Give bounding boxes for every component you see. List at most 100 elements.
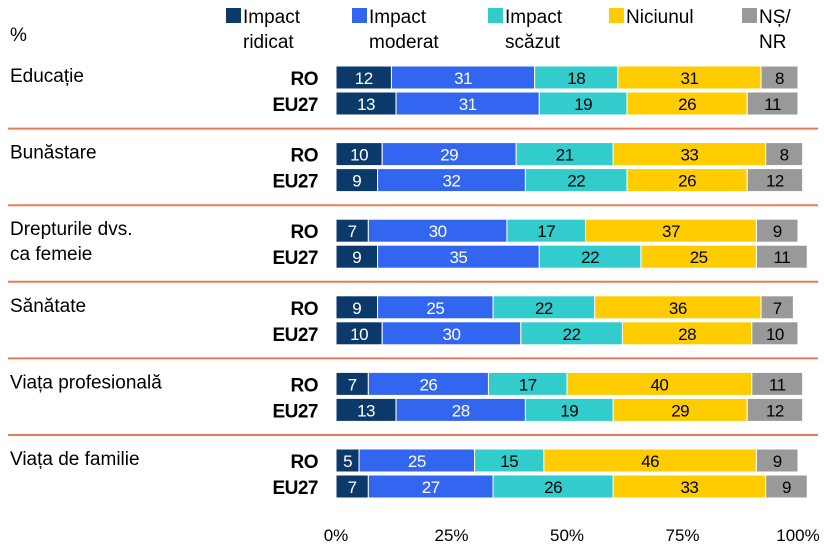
data-label: 25 — [426, 299, 444, 318]
chart-groups: Educație RO 12 31 18 31 8 EU27 13 31 19 26 11 Bunăsta… — [8, 65, 818, 499]
bar-row: EU27 10 30 22 28 10 — [272, 321, 799, 346]
category-label: Educație — [10, 66, 84, 87]
legend-item-dk: NȘ/NR — [742, 7, 791, 53]
data-label: 22 — [581, 248, 599, 267]
bar-row: EU27 13 28 19 29 12 — [272, 397, 804, 422]
data-label: 31 — [680, 69, 698, 88]
data-label: 7 — [348, 222, 357, 241]
legend-label: Impact — [505, 7, 563, 28]
data-label: 46 — [641, 452, 659, 471]
legend-swatch — [609, 8, 624, 23]
bar-row: RO 12 31 18 31 8 — [291, 65, 799, 90]
data-label: 31 — [454, 69, 472, 88]
legend-label: scăzut — [505, 32, 561, 53]
x-tick-label: 0% — [324, 526, 349, 545]
bar-segment-dk — [751, 321, 799, 346]
legend: Impact ridicat Impact moderat Impact scăzut Ni… — [226, 7, 791, 53]
bar-segment-dk — [765, 474, 808, 499]
data-label: 26 — [678, 172, 696, 191]
data-label: 12 — [766, 172, 784, 191]
data-label: 17 — [537, 222, 555, 241]
data-label: 8 — [780, 146, 789, 165]
data-label: 22 — [535, 299, 553, 318]
data-label: 9 — [352, 248, 361, 267]
data-label: 7 — [773, 299, 782, 318]
data-label: 22 — [563, 325, 581, 344]
bar-segment-dk — [755, 244, 808, 269]
data-label: 36 — [669, 299, 687, 318]
category-label: Bunăstare — [10, 143, 97, 164]
x-tick-label: 100% — [776, 526, 819, 545]
data-label: 32 — [443, 172, 461, 191]
group: Sănătate RO 9 25 22 36 7 EU27 10 30 22 28 10 — [8, 280, 818, 346]
bar-segment-dk — [746, 168, 804, 193]
category-label: Sănătate — [10, 296, 86, 317]
category-label: Drepturile dvs. — [10, 219, 133, 240]
bar-row: EU27 9 35 22 25 11 — [272, 244, 808, 269]
data-label: 26 — [419, 375, 437, 394]
bar-row: EU27 13 31 19 26 11 — [272, 91, 799, 116]
legend-label: Impact — [243, 7, 301, 28]
group: Educație RO 12 31 18 31 8 EU27 13 31 19 26 11 — [10, 65, 799, 116]
x-axis: 0% 25% 50% 75% 100% — [324, 526, 820, 545]
legend-item-moderate: Impact moderat — [352, 7, 439, 53]
data-label: 22 — [567, 172, 585, 191]
group: Bunăstare RO 10 29 21 33 8 EU27 9 32 22 26 12 — [8, 127, 818, 193]
data-label: 13 — [357, 95, 375, 114]
group: Viața de familie RO 5 25 15 46 9 EU27 7 27 26 33 9 — [8, 434, 818, 499]
legend-label: NR — [759, 32, 786, 53]
legend-item-low: Impact scăzut — [488, 7, 563, 53]
data-label: 27 — [422, 478, 440, 497]
x-tick-label: 25% — [434, 526, 468, 545]
legend-label: Niciunul — [626, 7, 694, 28]
bar-row: RO 7 26 17 40 11 — [291, 371, 804, 396]
data-label: 10 — [766, 325, 784, 344]
bar-segment-dk — [765, 142, 804, 167]
data-label: 21 — [556, 146, 574, 165]
data-label: 12 — [355, 69, 373, 88]
legend-item-high: Impact ridicat — [226, 7, 301, 53]
data-label: 30 — [443, 325, 461, 344]
data-label: 33 — [680, 146, 698, 165]
row-label: RO — [291, 222, 319, 243]
group: Drepturile dvs. ca femeie RO 7 30 17 37 9 EU27 9 3… — [8, 204, 818, 269]
data-label: 7 — [348, 478, 357, 497]
group: Viața profesională RO 7 26 17 40 11 EU27 13 28 19 2… — [8, 357, 818, 422]
data-label: 15 — [500, 452, 518, 471]
data-label: 9 — [773, 452, 782, 471]
data-label: 11 — [764, 95, 781, 114]
data-label: 9 — [782, 478, 791, 497]
data-label: 9 — [773, 222, 782, 241]
bar-segment-dk — [760, 295, 794, 320]
data-label: 31 — [459, 95, 477, 114]
data-label: 26 — [544, 478, 562, 497]
data-label: 9 — [352, 172, 361, 191]
row-label: EU27 — [272, 478, 318, 499]
data-label: 28 — [678, 325, 696, 344]
data-label: 29 — [440, 146, 458, 165]
row-label: EU27 — [272, 172, 318, 193]
legend-label: Impact — [369, 7, 427, 28]
data-label: 10 — [350, 325, 368, 344]
category-label: Viața profesională — [10, 372, 162, 393]
data-label: 25 — [408, 452, 426, 471]
row-label: EU27 — [272, 95, 318, 116]
data-label: 19 — [560, 401, 578, 420]
data-label: 13 — [357, 401, 375, 420]
data-label: 37 — [662, 222, 680, 241]
data-label: 33 — [680, 478, 698, 497]
bar-segment-dk — [746, 397, 804, 422]
bar-segment-dk — [755, 218, 799, 243]
unit-label: % — [10, 25, 27, 46]
bar-segment-dk — [760, 65, 799, 90]
data-label: 9 — [352, 299, 361, 318]
data-label: 8 — [775, 69, 784, 88]
row-label: RO — [291, 452, 319, 473]
row-label: EU27 — [272, 248, 318, 269]
data-label: 35 — [449, 248, 467, 267]
row-label: RO — [291, 69, 319, 90]
bar-row: EU27 9 32 22 26 12 — [272, 168, 804, 193]
row-label: EU27 — [272, 325, 318, 346]
x-tick-label: 75% — [665, 526, 699, 545]
